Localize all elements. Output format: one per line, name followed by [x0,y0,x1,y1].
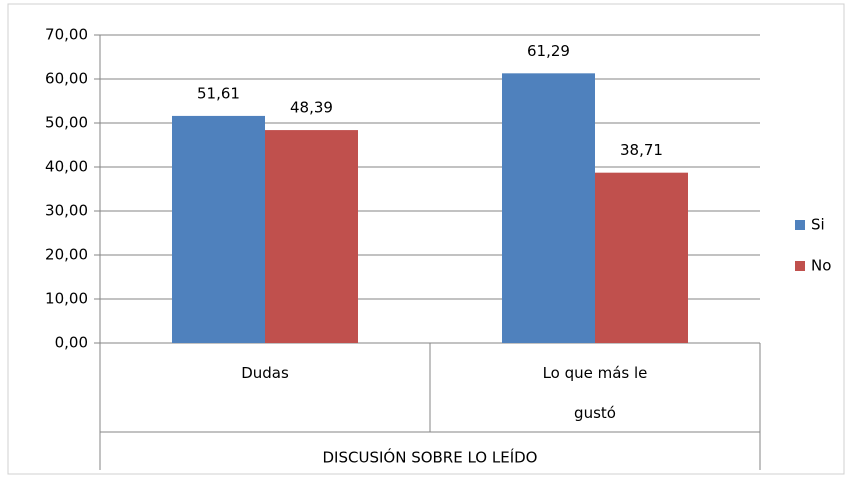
legend-swatch [795,220,805,230]
x-tick-label-box: Dudas [241,364,289,382]
x-tick-label-box: Lo que más le gustó [542,364,648,422]
data-label: 51,61 [197,84,240,102]
bar [595,172,688,343]
data-label: 48,39 [290,99,333,117]
legend-label: Si [811,216,825,234]
legend-swatch [795,261,805,271]
x-axis-label: DISCUSIÓN SOBRE LO LEÍDO [323,448,538,467]
data-label: 61,29 [527,42,570,60]
y-tick-label: 10,00 [45,290,88,308]
bar [502,73,595,343]
y-tick-label: 0,00 [55,334,88,352]
bar [172,115,265,343]
y-tick-label: 50,00 [45,114,88,132]
data-label: 38,71 [620,141,663,159]
x-tick-label: Lo que más le gustó [542,364,648,422]
y-tick-label: 70,00 [45,26,88,44]
y-tick-label: 40,00 [45,158,88,176]
legend-label: No [811,257,831,275]
y-tick-label: 20,00 [45,246,88,264]
y-tick-label: 30,00 [45,202,88,220]
x-tick-label: Dudas [241,364,289,382]
y-tick-label: 60,00 [45,70,88,88]
chart-frame [7,3,845,475]
bar [265,130,358,343]
